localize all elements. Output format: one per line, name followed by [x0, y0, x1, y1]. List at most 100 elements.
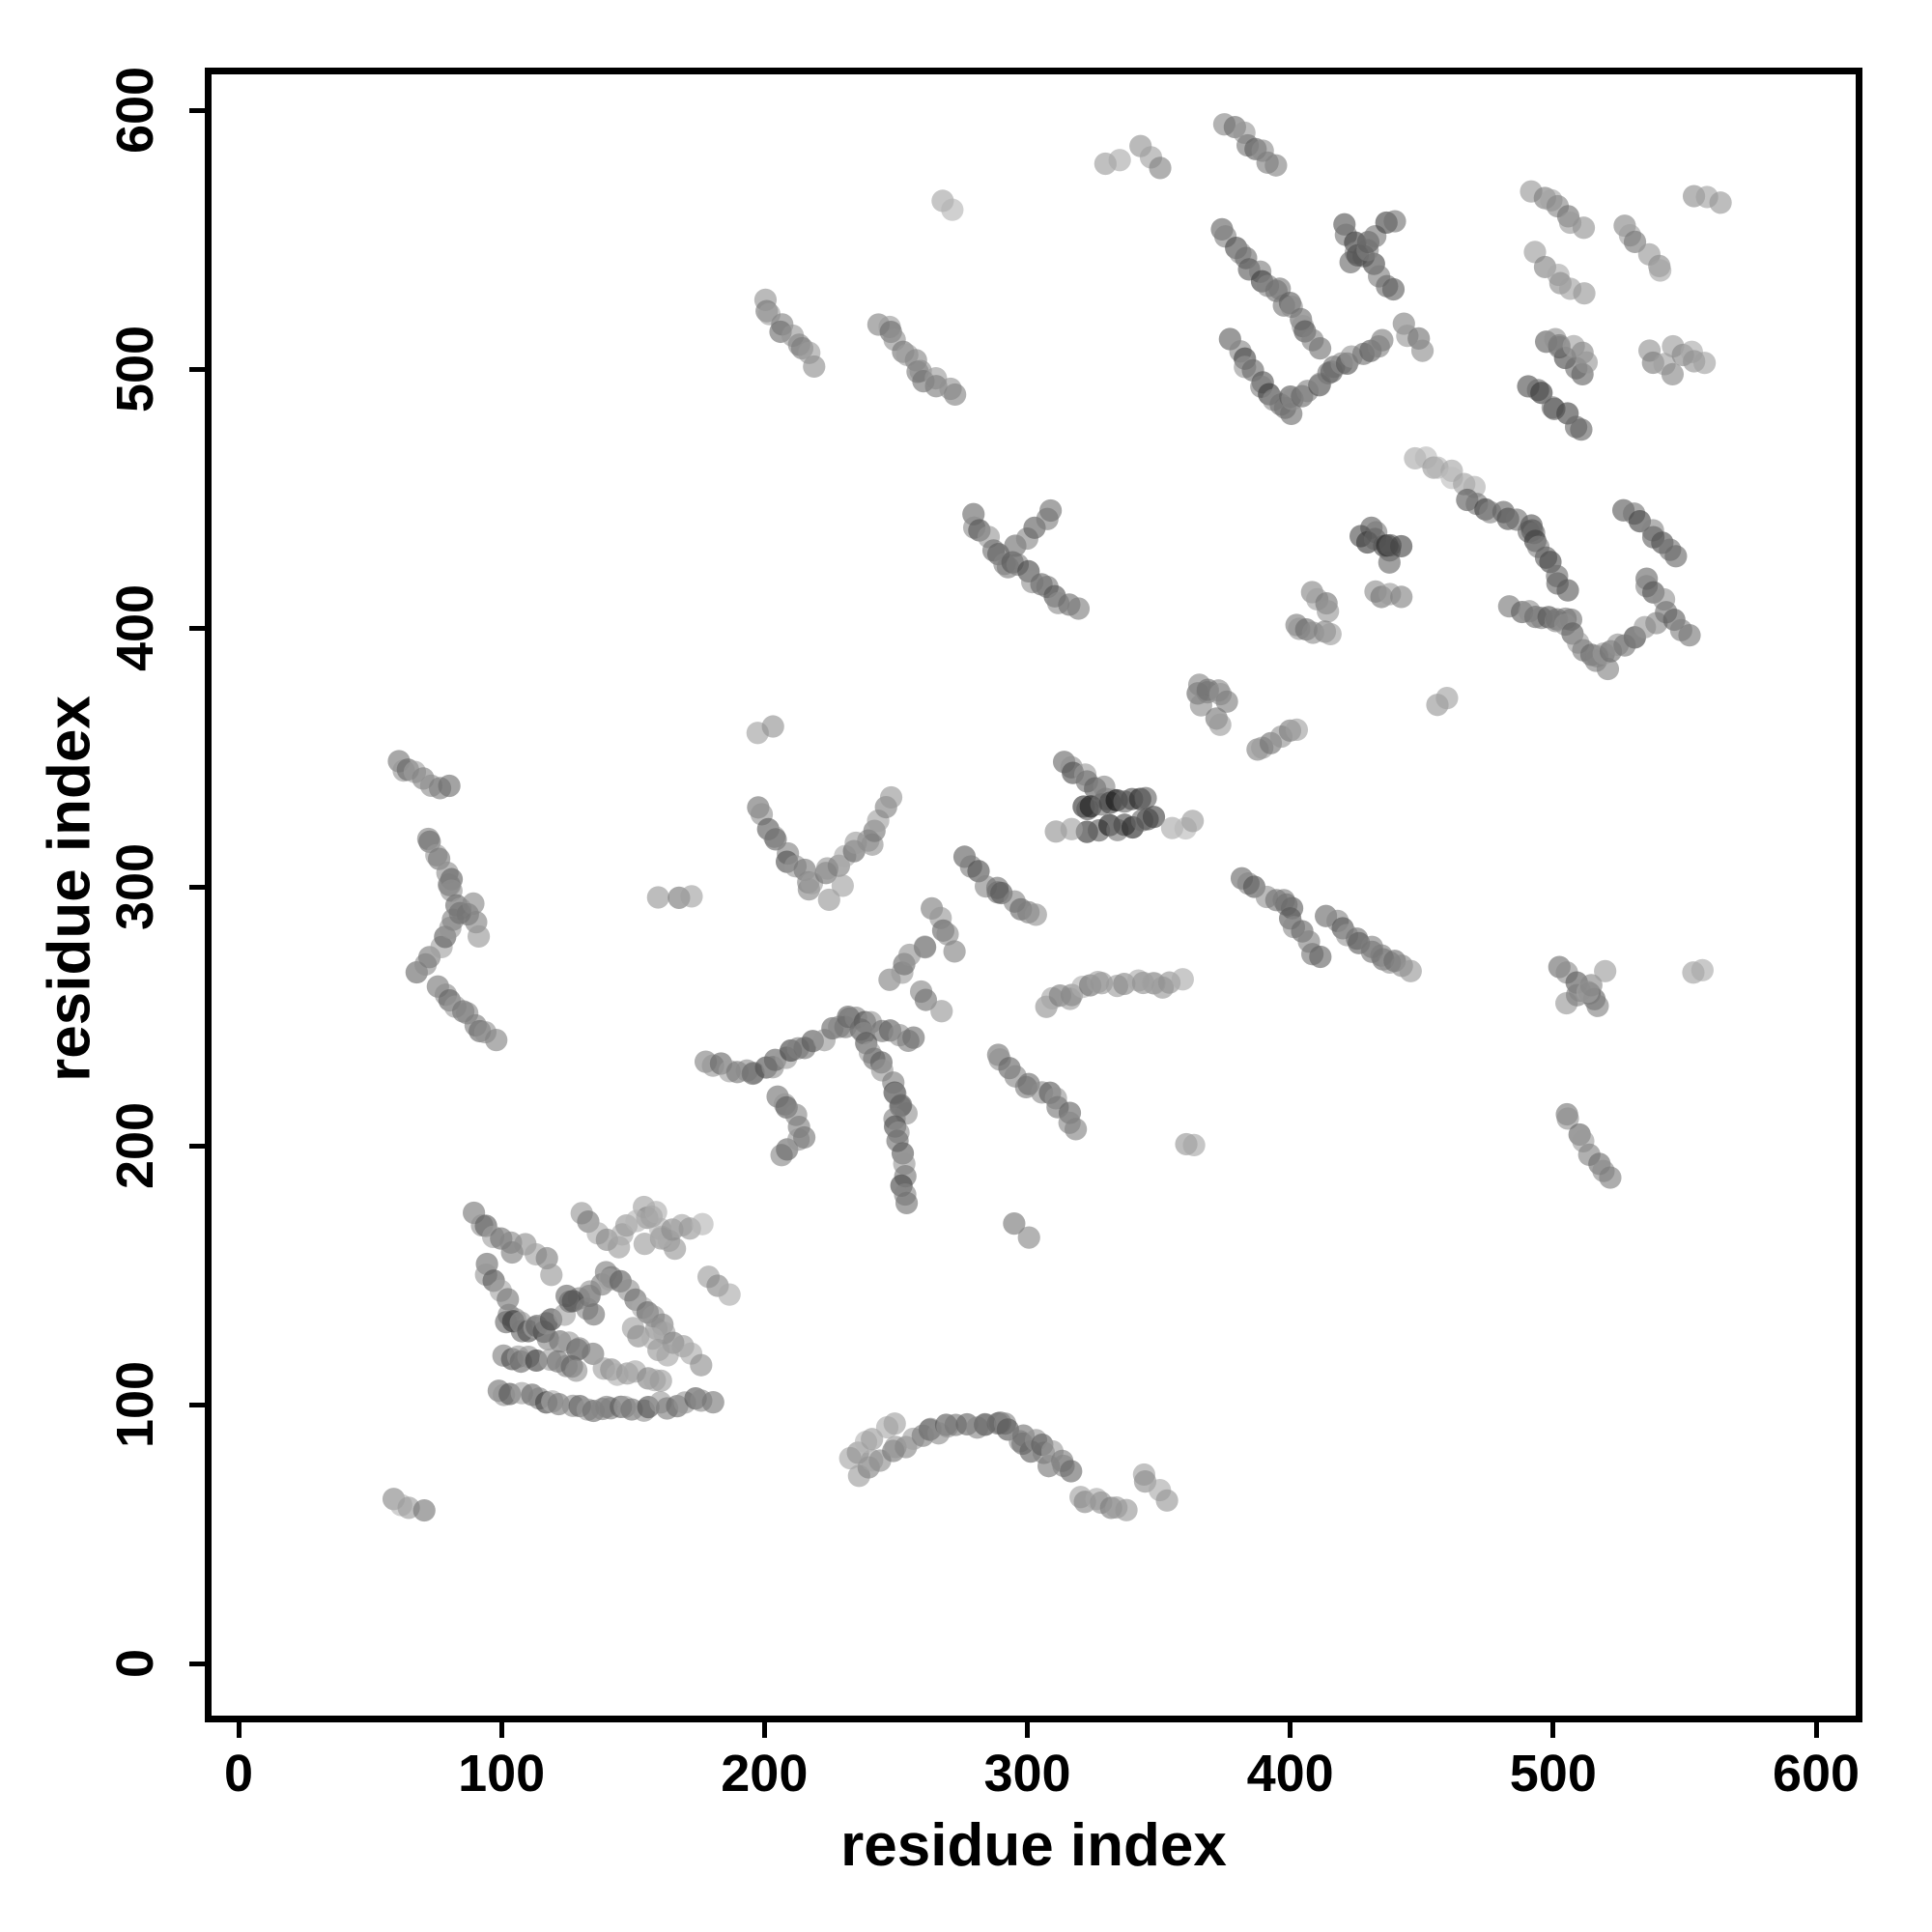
scatter-point — [1556, 579, 1579, 602]
scatter-point — [895, 1191, 919, 1214]
scatter-point — [1308, 337, 1332, 360]
x-tick-label: 600 — [1772, 1745, 1861, 1803]
scatter-point — [1208, 713, 1232, 736]
scatter-points-layer — [382, 113, 1732, 1522]
scatter-point — [914, 988, 937, 1011]
scatter-point — [1693, 352, 1717, 375]
y-tick-label: 100 — [106, 1360, 164, 1449]
y-tick-mark — [189, 1143, 205, 1149]
x-tick-label: 500 — [1509, 1745, 1597, 1803]
scatter-point — [793, 1125, 816, 1150]
scatter-point — [930, 1000, 953, 1023]
scatter-point — [701, 1391, 724, 1414]
x-axis-label: residue index — [840, 1812, 1227, 1879]
scatter-point — [646, 886, 669, 909]
scatter-point — [914, 936, 937, 959]
scatter-point — [943, 940, 966, 963]
scatter-point — [564, 1359, 588, 1382]
x-tick-mark — [1288, 1722, 1293, 1738]
x-tick-mark — [1813, 1722, 1819, 1738]
scatter-point — [412, 1498, 436, 1522]
y-tick-mark — [189, 1402, 205, 1407]
x-tick-mark — [236, 1722, 242, 1738]
scatter-point — [1378, 551, 1401, 574]
scatter-point — [1285, 718, 1309, 742]
scatter-point — [936, 923, 959, 946]
y-tick-label: 0 — [106, 1648, 164, 1679]
scatter-point — [1066, 597, 1091, 620]
scatter-point — [883, 1412, 906, 1435]
scatter-point — [1690, 958, 1714, 981]
scatter-point — [1678, 624, 1701, 647]
y-tick-mark — [189, 625, 205, 631]
scatter-point — [633, 1233, 656, 1256]
scatter-point — [1399, 959, 1422, 982]
scatter-point — [1410, 339, 1435, 362]
scatter-point — [1182, 1133, 1206, 1157]
scatter-point — [1570, 418, 1593, 441]
y-axis-label: residue index — [36, 696, 103, 1082]
y-tick-label: 400 — [106, 583, 164, 672]
x-tick-mark — [1025, 1722, 1030, 1738]
scatter-point — [467, 924, 491, 948]
scatter-point — [1155, 1489, 1179, 1512]
scatter-point — [1142, 806, 1166, 829]
scatter-point — [644, 1201, 668, 1224]
scatter-point — [1171, 968, 1194, 991]
scatter-point — [1264, 154, 1288, 177]
scatter-point — [1389, 534, 1413, 558]
scatter-point — [1661, 362, 1685, 386]
y-tick-label: 500 — [106, 325, 164, 413]
y-tick-label: 200 — [106, 1101, 164, 1190]
scatter-point — [438, 774, 461, 798]
scatter-point — [1039, 498, 1063, 523]
plot-area — [205, 68, 1862, 1722]
scatter-point — [540, 1264, 563, 1287]
scatter-point — [1060, 1460, 1083, 1483]
scatter-point — [1134, 786, 1157, 810]
scatter-point — [1115, 1498, 1138, 1521]
y-tick-label: 600 — [106, 66, 164, 155]
scatter-point — [1065, 1118, 1088, 1141]
scatter-point — [1309, 945, 1332, 969]
x-tick-label: 100 — [458, 1745, 546, 1803]
scatter-point — [831, 874, 854, 897]
scatter-point — [1317, 600, 1340, 623]
scatter-point — [941, 198, 964, 221]
scatter-point — [1017, 1226, 1040, 1249]
scatter-point — [718, 1283, 741, 1306]
x-tick-label: 400 — [1246, 1745, 1334, 1803]
y-tick-mark — [189, 366, 205, 372]
scatter-point — [1383, 210, 1406, 233]
scatter-point — [1573, 282, 1596, 305]
scatter-point — [1108, 149, 1131, 172]
scatter-point — [861, 1428, 884, 1451]
scatter-point — [1575, 351, 1599, 374]
scatter-point — [649, 1369, 672, 1392]
scatter-point — [1181, 810, 1205, 833]
scatter-point — [879, 785, 903, 810]
scatter-point — [691, 1212, 714, 1236]
scatter-point — [1024, 903, 1047, 926]
scatter-point — [1556, 1107, 1579, 1130]
y-tick-label: 300 — [106, 842, 164, 931]
scatter-point — [1594, 959, 1617, 982]
scatter-point — [1579, 974, 1603, 997]
scatter-point — [1003, 1211, 1026, 1236]
scatter-point — [1709, 191, 1732, 214]
scatter-point — [761, 715, 784, 738]
x-tick-mark — [1550, 1722, 1556, 1738]
scatter-point — [680, 885, 703, 908]
scatter-point — [817, 888, 840, 912]
x-tick-mark — [498, 1722, 504, 1738]
scatter-point — [1390, 585, 1413, 609]
scatter-point — [944, 383, 967, 407]
scatter-point — [1381, 277, 1406, 301]
scatter-point — [1649, 259, 1672, 282]
x-tick-label: 0 — [223, 1745, 254, 1803]
y-tick-mark — [189, 1661, 205, 1666]
scatter-point — [1215, 690, 1238, 713]
scatter-point — [656, 1344, 679, 1367]
scatter-point — [485, 1029, 508, 1052]
scatter-point — [462, 892, 485, 916]
